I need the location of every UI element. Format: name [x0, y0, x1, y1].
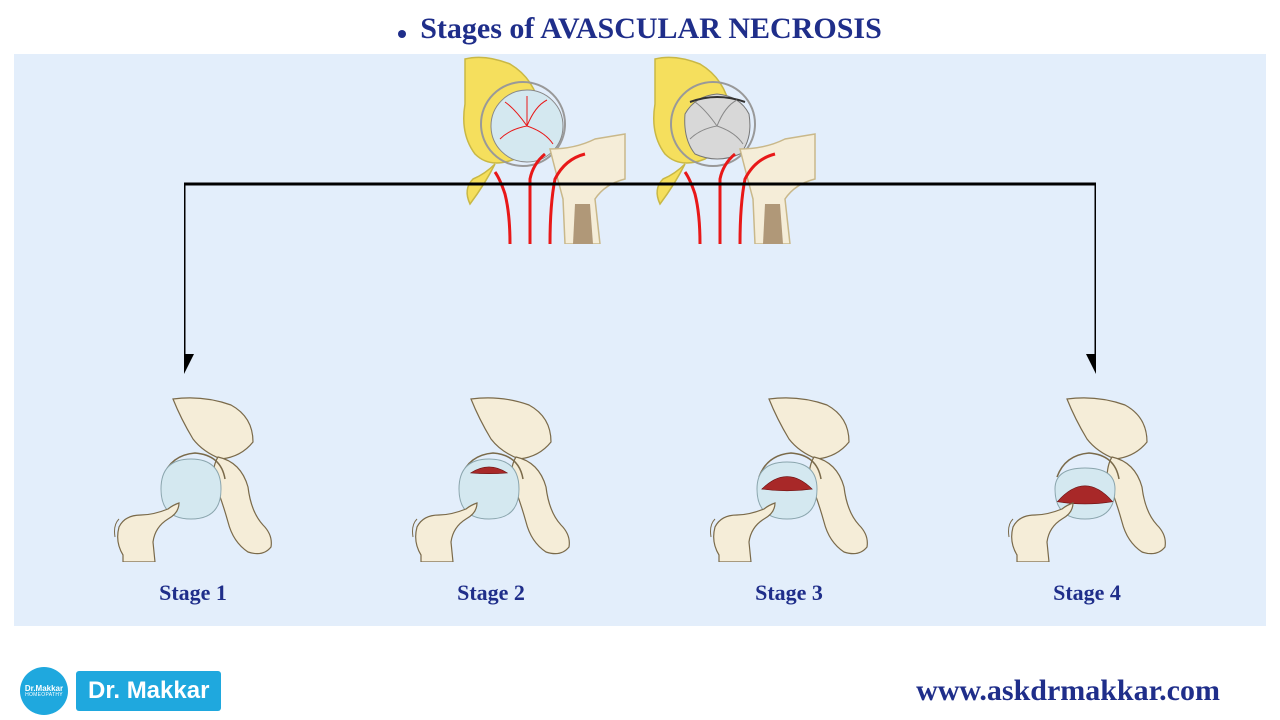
logo-wordmark: Dr. Makkar: [76, 671, 221, 711]
stage-column: Stage 4: [987, 397, 1187, 606]
stage-hip-icon: [709, 397, 869, 562]
stage-column: Stage 1: [93, 397, 293, 606]
logo-prefix: Dr.: [88, 677, 127, 704]
stage-hip-icon: [113, 397, 273, 562]
diagram-panel: Stage 1 Stage 2: [14, 54, 1266, 626]
stage-hip-icon: [1007, 397, 1167, 562]
logo-group: Dr.Makkar HOMEOPATHY Dr. Makkar: [20, 667, 221, 715]
title-row: Stages of AVASCULAR NECROSIS: [0, 0, 1280, 54]
logo-circle-line2: HOMEOPATHY: [25, 693, 63, 698]
page-title: Stages of AVASCULAR NECROSIS: [420, 12, 882, 46]
stage-hip-icon: [411, 397, 571, 562]
stage-column: Stage 2: [391, 397, 591, 606]
title-prefix: Stages of: [420, 12, 540, 45]
stage-label: Stage 3: [755, 580, 823, 606]
logo-name: Makkar: [127, 677, 210, 704]
website-url: www.askdrmakkar.com: [916, 674, 1260, 708]
stage-column: Stage 3: [689, 397, 889, 606]
branching-arrows: [184, 174, 1096, 374]
stage-label: Stage 1: [159, 580, 227, 606]
stage-label: Stage 2: [457, 580, 525, 606]
logo-circle-icon: Dr.Makkar HOMEOPATHY: [20, 667, 68, 715]
stages-row: Stage 1 Stage 2: [14, 397, 1266, 606]
title-emphasis: AVASCULAR NECROSIS: [540, 12, 882, 45]
stage-label: Stage 4: [1053, 580, 1121, 606]
title-bullet: [398, 30, 406, 38]
footer: Dr.Makkar HOMEOPATHY Dr. Makkar www.askd…: [0, 662, 1280, 720]
